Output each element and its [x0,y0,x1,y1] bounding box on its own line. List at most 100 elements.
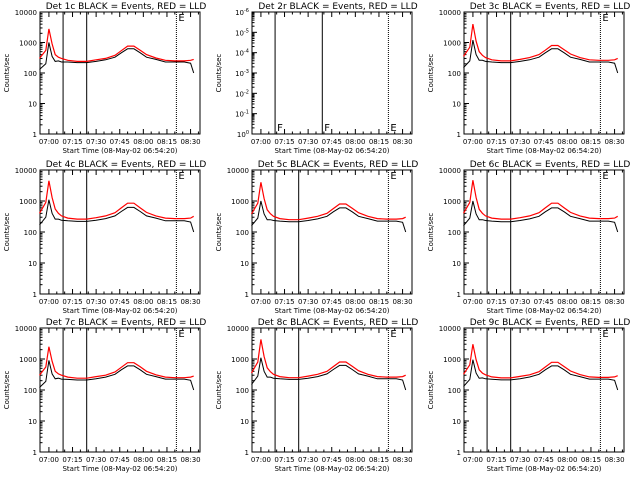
events-series-line [463,200,619,233]
y-tick-label: 10 [452,101,461,109]
x-tick-label: 07:30 [86,298,106,306]
panel-title: Det 2r BLACK = Events, RED = LLD [258,2,417,12]
x-tick-label: 07:15 [62,298,82,306]
x-tick-label: 07:00 [251,298,271,306]
x-tick-label: 08:00 [557,138,577,146]
event-marker-label: E [390,329,396,340]
y-tick-label: 1 [457,449,461,457]
lld-series-line [39,28,194,62]
y-tick-label: 100 [236,387,249,395]
x-tick-label: 07:30 [86,456,106,464]
x-tick-label: 08:30 [392,138,412,146]
x-tick-label: 08:00 [133,456,153,464]
event-marker-label: F [324,123,330,134]
y-tick-label: 100 [24,387,37,395]
y-axis-label: Counts/sec [215,213,223,252]
y-tick-label: 10-6 [235,8,249,17]
y-tick-label: 10000 [15,9,37,17]
y-tick-label: 1 [245,449,249,457]
events-series-line [39,42,195,74]
lld-series-line [38,180,195,220]
y-tick-label: 1000 [19,40,37,48]
x-axis-label: Start Time (08-May-02 06:54:20) [62,147,177,155]
panel-2: Det 2r BLACK = Events, RED = LLD Counts/s… [215,2,418,155]
y-tick-base: 10 [235,9,244,17]
y-tick-label: 1 [33,291,37,299]
y-axis-label: Counts/sec [3,54,11,93]
panel-title: Det 5c BLACK = Events, RED = LLD [258,160,419,170]
x-tick-label: 07:15 [62,456,82,464]
y-tick-label: 10000 [15,325,37,333]
panel-8: Det 8c BLACK = Events, RED = LLD Counts/s… [215,318,418,473]
y-tick-label: 1000 [19,198,37,206]
x-tick-label: 08:00 [557,298,577,306]
y-tick-label: 1000 [19,356,37,364]
x-tick-label: 07:45 [322,138,342,146]
x-tick-label: 07:30 [510,456,530,464]
lld-series-line [250,182,406,221]
panel-7: Det 7c BLACK = Events, RED = LLD Counts/s… [3,318,206,473]
x-tick-label: 08:00 [345,138,365,146]
y-axis-label: Counts/sec [215,54,223,93]
panel-title: Det 8c BLACK = Events, RED = LLD [258,318,419,328]
x-tick-label: 08:30 [392,456,412,464]
x-axis-label: Start Time (08-May-02 06:54:20) [62,307,177,315]
x-tick-label: 07:15 [274,456,294,464]
events-series-line [251,200,407,233]
x-tick-label: 07:15 [486,456,506,464]
x-tick-label: 08:30 [604,138,624,146]
y-tick-label: 10000 [227,167,249,175]
x-tick-label: 07:45 [110,298,130,306]
x-axis-label: Start Time (08-May-02 06:54:20) [274,307,389,315]
y-tick-exponent: -4 [244,49,249,55]
x-tick-label: 07:00 [463,456,483,464]
x-tick-label: 08:00 [557,456,577,464]
x-tick-label: 07:00 [251,456,271,464]
x-tick-label: 08:15 [369,138,389,146]
y-tick-label: 10 [28,101,37,109]
x-tick-label: 07:45 [534,456,554,464]
x-tick-label: 08:15 [369,456,389,464]
x-tick-label: 07:45 [322,298,342,306]
x-tick-label: 07:30 [86,138,106,146]
y-tick-label: 1000 [231,356,249,364]
y-tick-exponent: -2 [244,89,249,95]
panel-1: Det 1c BLACK = Events, RED = LLD Counts/s… [3,2,206,155]
y-tick-exponent: -6 [244,8,249,14]
y-tick-label: 1 [33,449,37,457]
x-tick-label: 07:30 [510,298,530,306]
x-tick-label: 08:00 [345,298,365,306]
event-marker-label: E [602,171,608,182]
x-tick-label: 07:15 [486,138,506,146]
y-tick-label: 1 [457,291,461,299]
events-series-line [251,357,407,391]
y-axis-label: Counts/sec [427,213,435,252]
y-tick-exponent: 0 [246,130,249,136]
y-tick-label: 10-2 [235,89,249,98]
y-tick-label: 10000 [15,167,37,175]
y-tick-base: 10 [235,50,244,58]
lld-series-line [39,346,194,379]
y-tick-label: 10 [452,260,461,268]
x-tick-label: 08:30 [604,456,624,464]
event-marker-label: E [178,329,184,340]
y-tick-label: 1 [33,131,37,139]
y-tick-exponent: -5 [244,28,249,34]
x-axis-label: Start Time (08-May-02 06:54:20) [486,147,601,155]
x-tick-label: 08:15 [369,298,389,306]
y-tick-label: 1 [457,131,461,139]
x-tick-label: 07:45 [534,138,554,146]
panel-title: Det 9c BLACK = Events, RED = LLD [470,318,631,328]
y-tick-label: 100 [24,70,37,78]
panel-6: Det 6c BLACK = Events, RED = LLD Counts/s… [427,160,630,315]
x-tick-label: 07:00 [463,298,483,306]
panel-9: Det 9c BLACK = Events, RED = LLD Counts/s… [427,318,630,473]
x-tick-label: 07:00 [39,456,59,464]
x-tick-label: 08:00 [133,298,153,306]
y-axis-label: Counts/sec [427,371,435,410]
y-tick-label: 100 [237,130,249,139]
x-tick-label: 07:30 [298,138,318,146]
y-tick-label: 1 [245,291,249,299]
x-axis-label: Start Time (08-May-02 06:54:20) [274,147,389,155]
x-tick-label: 07:15 [274,138,294,146]
